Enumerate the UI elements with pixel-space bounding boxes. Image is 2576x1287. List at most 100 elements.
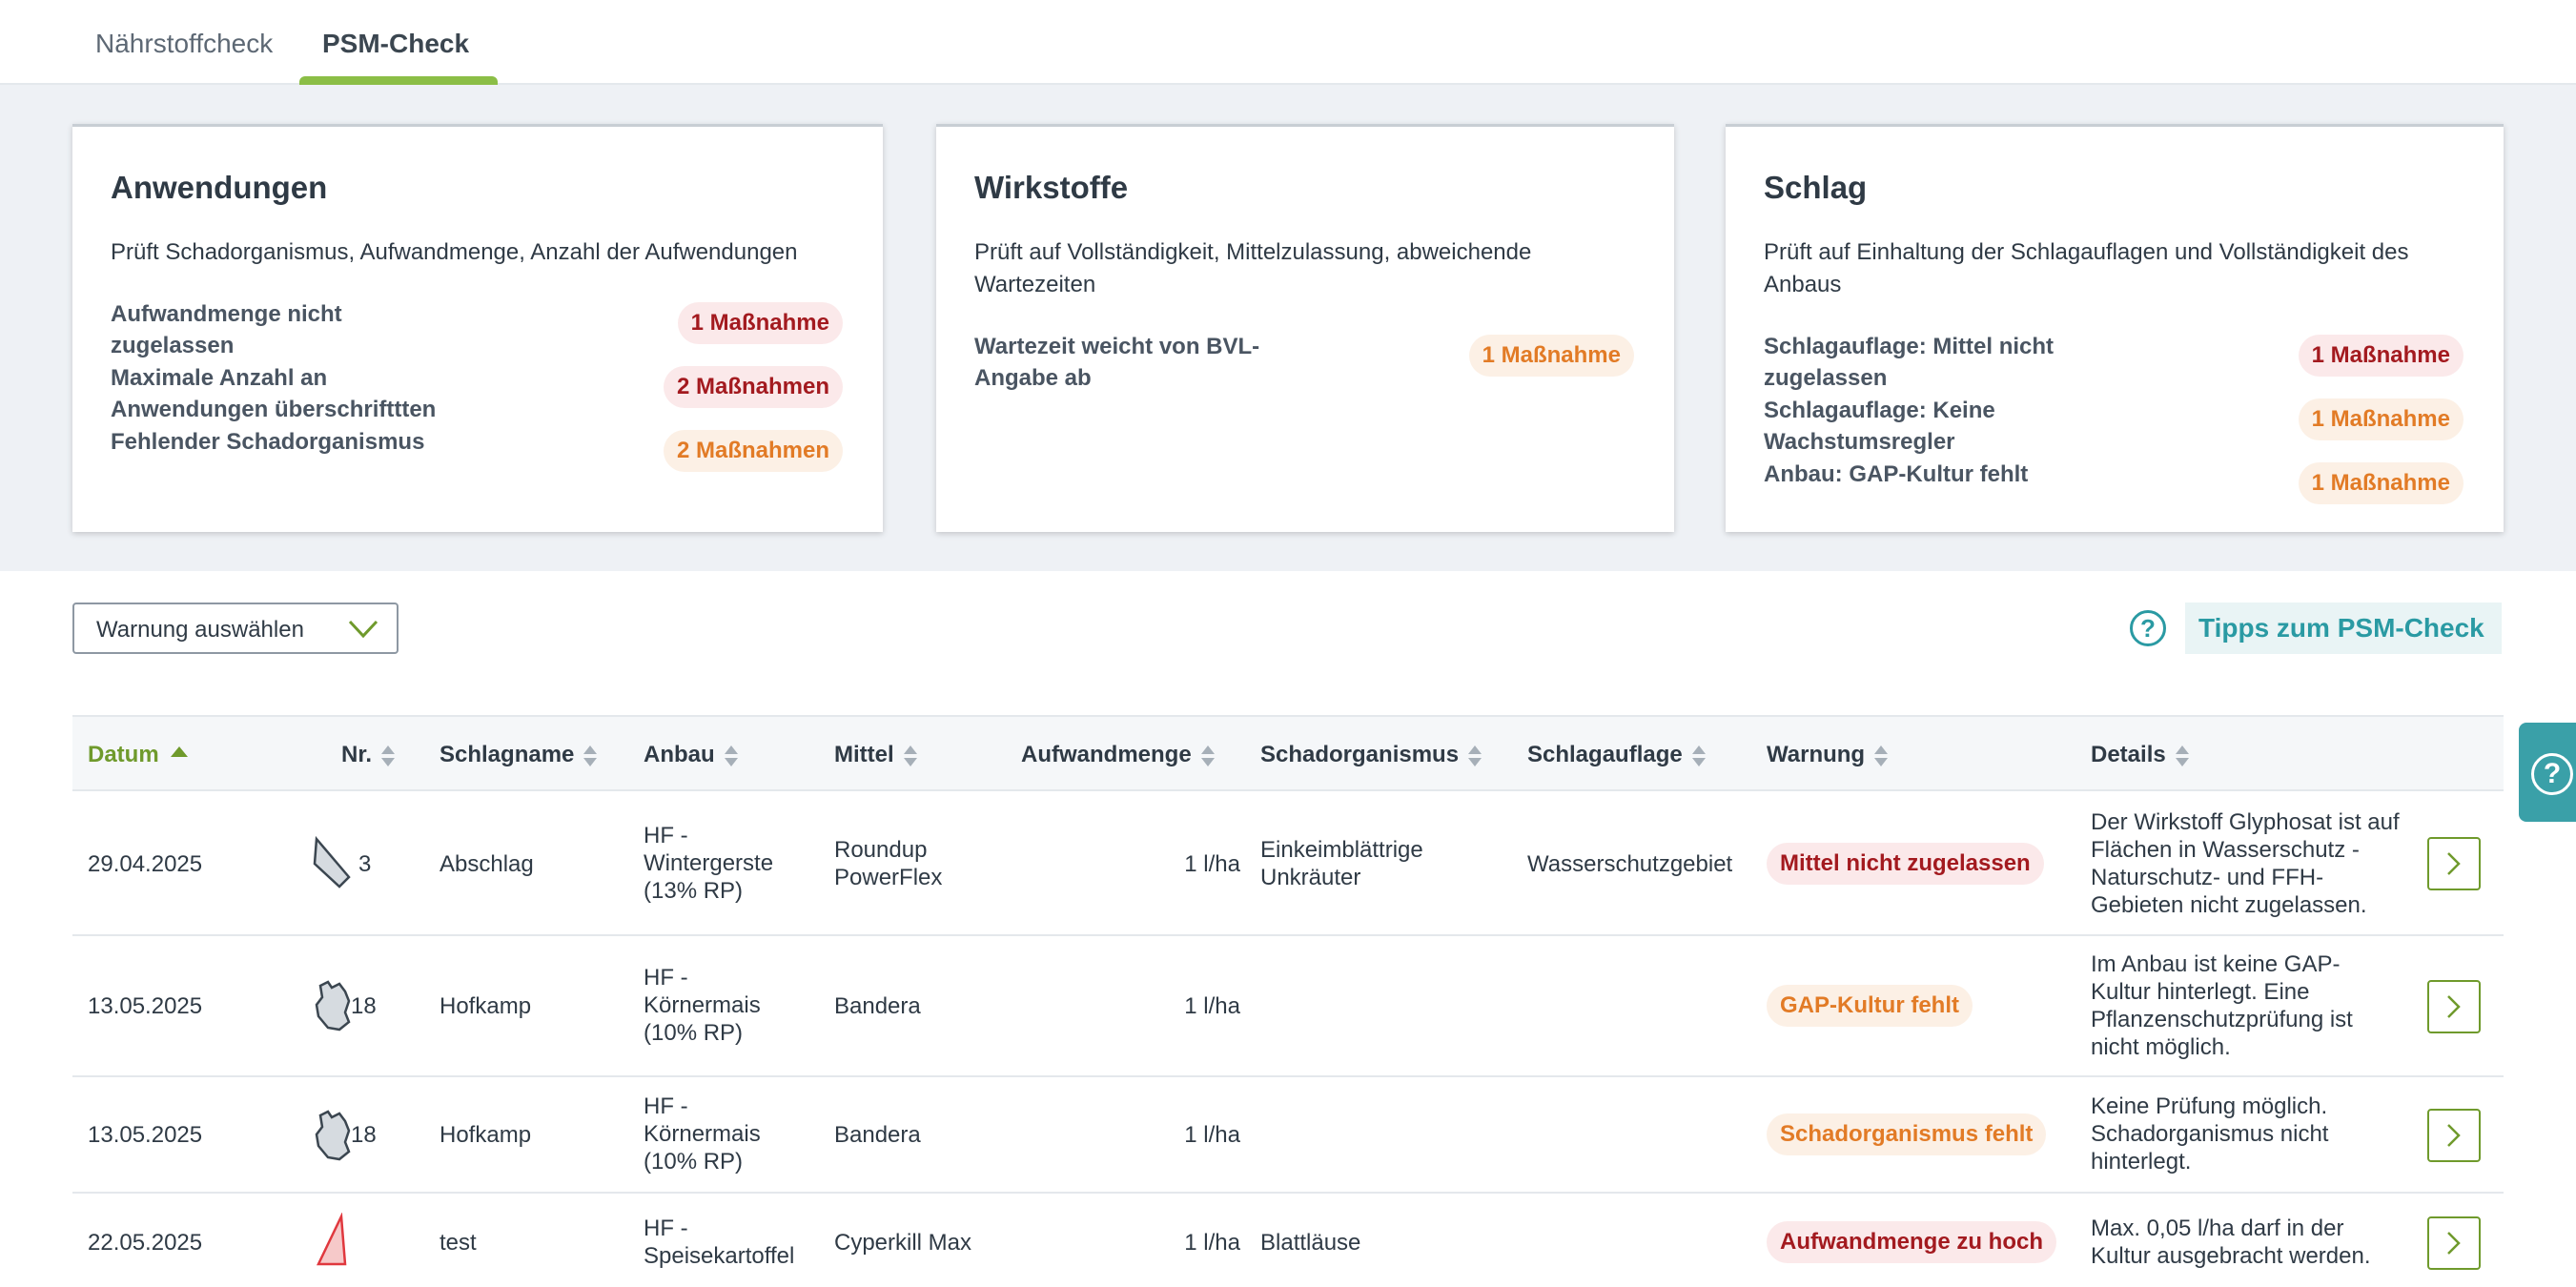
column-header-datum[interactable]: Datum (88, 742, 188, 768)
cell-aufwandmenge: 1 l/ha (1184, 1122, 1240, 1148)
issue-label[interactable]: Schlagauflage: Mittel nicht zugelassen (1764, 334, 2055, 391)
cell-details: Max. 0,05 l/ha darf in der Kultur ausgeb… (2091, 1216, 2371, 1269)
open-details-button[interactable] (2427, 837, 2481, 890)
field-shape-icon (315, 980, 351, 1032)
chevron-right-icon (2447, 1124, 2461, 1147)
help-icon: ? (2531, 753, 2573, 795)
cell-datum: 13.05.2025 (88, 1122, 203, 1148)
table-row[interactable]: 13.05.2025 18 Hofkamp HF - Körnermais (1… (72, 1077, 2504, 1194)
cell-anbau: HF - Wintergerste (13% RP) (644, 823, 774, 904)
open-details-button[interactable] (2427, 1109, 2481, 1162)
warning-select[interactable]: Warnung auswählen (72, 603, 399, 654)
column-header-details[interactable]: Details (2091, 742, 2189, 768)
cell-nr: 18 (351, 993, 377, 1019)
warning-select-value: Warnung auswählen (96, 617, 304, 643)
help-icon[interactable]: ? (2130, 610, 2166, 646)
sort-icon (583, 744, 598, 768)
cell-schlagname: Hofkamp (440, 1122, 532, 1148)
table-row[interactable]: 22.05.2025 test HF - Speisekartoffel Cyp… (72, 1194, 2504, 1287)
issue-label[interactable]: Aufwandmenge nicht zugelassen (111, 301, 342, 358)
cell-aufwandmenge: 1 l/ha (1184, 851, 1240, 877)
card-description: Prüft auf Einhaltung der Schlagauflagen … (1764, 239, 2409, 297)
issue-count-badge[interactable]: 2 Maßnahmen (663, 366, 843, 408)
issue-count-badge[interactable]: 2 Maßnahmen (663, 430, 843, 472)
open-details-button[interactable] (2427, 1216, 2481, 1270)
card-wirkstoffe: Wirkstoffe Prüft auf Vollständigkeit, Mi… (936, 124, 1674, 532)
issue-label[interactable]: Schlagauflage: Keine Wachstumsregler (1764, 398, 1995, 455)
active-tab-indicator (299, 76, 498, 85)
cell-datum: 29.04.2025 (88, 851, 203, 877)
issue-count-badge[interactable]: 1 Maßnahme (2298, 462, 2464, 504)
field-shape-icon (317, 1213, 347, 1266)
card-schlag: Schlag Prüft auf Einhaltung der Schlagau… (1726, 124, 2504, 532)
issue-count-badge[interactable]: 1 Maßnahme (2298, 398, 2464, 440)
column-header-mittel[interactable]: Mittel (834, 742, 917, 768)
card-description: Prüft auf Vollständigkeit, Mittelzulassu… (974, 239, 1532, 297)
card-anwendungen: Anwendungen Prüft Schadorganismus, Aufwa… (72, 124, 883, 532)
cell-schadorganismus: Einkeimblättrige Unkräuter (1260, 837, 1423, 890)
chevron-right-icon (2447, 852, 2461, 875)
issue-label[interactable]: Maximale Anzahl an Anwendungen überschri… (111, 365, 437, 422)
issue-label[interactable]: Wartezeit weicht von BVL-Angabe ab (974, 334, 1260, 391)
tips-psm-check-link[interactable]: Tipps zum PSM-Check (2185, 603, 2502, 654)
cell-schlagname: test (440, 1230, 477, 1256)
warning-badge: Aufwandmenge zu hoch (1767, 1221, 2056, 1263)
warning-badge: Mittel nicht zugelassen (1767, 843, 2044, 885)
column-header-anbau[interactable]: Anbau (644, 742, 738, 768)
cell-details: Der Wirkstoff Glyphosat ist auf Flächen … (2091, 809, 2400, 918)
field-shape-icon (315, 1110, 351, 1161)
cell-details: Keine Prüfung möglich. Schadorganismus n… (2091, 1093, 2329, 1175)
cell-schlagauflage: Wasserschutzgebiet (1527, 851, 1733, 877)
issue-label[interactable]: Fehlender Schadorganismus (111, 429, 425, 455)
cell-aufwandmenge: 1 l/ha (1184, 993, 1240, 1019)
cell-schlagname: Hofkamp (440, 993, 532, 1019)
issue-count-badge[interactable]: 1 Maßnahme (1468, 335, 1634, 377)
sort-icon (1200, 744, 1215, 768)
cell-mittel: Roundup PowerFlex (834, 837, 943, 890)
sort-icon (1691, 744, 1706, 768)
column-header-nr[interactable]: Nr. (341, 742, 396, 768)
issue-count-badge[interactable]: 1 Maßnahme (677, 302, 843, 344)
chevron-right-icon (2447, 995, 2461, 1018)
column-header-schlagname[interactable]: Schlagname (440, 742, 598, 768)
column-header-schadorganismus[interactable]: Schadorganismus (1260, 742, 1482, 768)
sort-ascending-icon (170, 746, 188, 758)
cell-anbau: HF - Körnermais (10% RP) (644, 965, 761, 1046)
card-title: Schlag (1764, 170, 1868, 205)
column-header-aufwandmenge[interactable]: Aufwandmenge (1021, 742, 1215, 768)
issue-count-badge[interactable]: 1 Maßnahme (2298, 335, 2464, 377)
sort-icon (1874, 744, 1889, 768)
sort-icon (903, 744, 917, 768)
cell-datum: 22.05.2025 (88, 1230, 203, 1256)
card-title: Wirkstoffe (974, 170, 1129, 205)
cell-aufwandmenge: 1 l/ha (1184, 1230, 1240, 1256)
cell-schlagname: Abschlag (440, 851, 534, 877)
open-details-button[interactable] (2427, 980, 2481, 1033)
chevron-right-icon (2447, 1232, 2461, 1255)
table-header: Datum Nr. Schlagname Anbau Mittel Aufwan… (72, 715, 2504, 791)
tab-bar: Nährstoffcheck PSM-Check (0, 0, 2576, 85)
cell-anbau: HF - Körnermais (10% RP) (644, 1093, 761, 1175)
field-shape-icon (313, 835, 351, 889)
cell-anbau: HF - Speisekartoffel (644, 1216, 795, 1269)
warning-badge: GAP-Kultur fehlt (1767, 985, 1973, 1027)
cell-schadorganismus: Blattläuse (1260, 1230, 1361, 1256)
sort-icon (381, 744, 396, 768)
warning-badge: Schadorganismus fehlt (1767, 1113, 2047, 1155)
tab-naehrstoffcheck[interactable]: Nährstoffcheck (95, 29, 274, 58)
column-header-warnung[interactable]: Warnung (1767, 742, 1889, 768)
cell-details: Im Anbau ist keine GAP-Kultur hinterlegt… (2091, 951, 2353, 1060)
sort-icon (724, 744, 738, 768)
sort-icon (1468, 744, 1482, 768)
table-row[interactable]: 13.05.2025 18 Hofkamp HF - Körnermais (1… (72, 936, 2504, 1077)
cell-mittel: Bandera (834, 993, 921, 1019)
side-help-button[interactable]: ? (2519, 723, 2576, 822)
cell-mittel: Cyperkill Max (834, 1230, 972, 1256)
chevron-down-icon (348, 620, 378, 639)
issue-label[interactable]: Anbau: GAP-Kultur fehlt (1764, 461, 2029, 487)
cell-nr: 18 (351, 1122, 377, 1148)
tab-psm-check[interactable]: PSM-Check (322, 29, 470, 58)
column-header-schlagauflage[interactable]: Schlagauflage (1527, 742, 1706, 768)
cell-mittel: Bandera (834, 1122, 921, 1148)
table-row[interactable]: 29.04.2025 3 Abschlag HF - Wintergerste … (72, 791, 2504, 936)
